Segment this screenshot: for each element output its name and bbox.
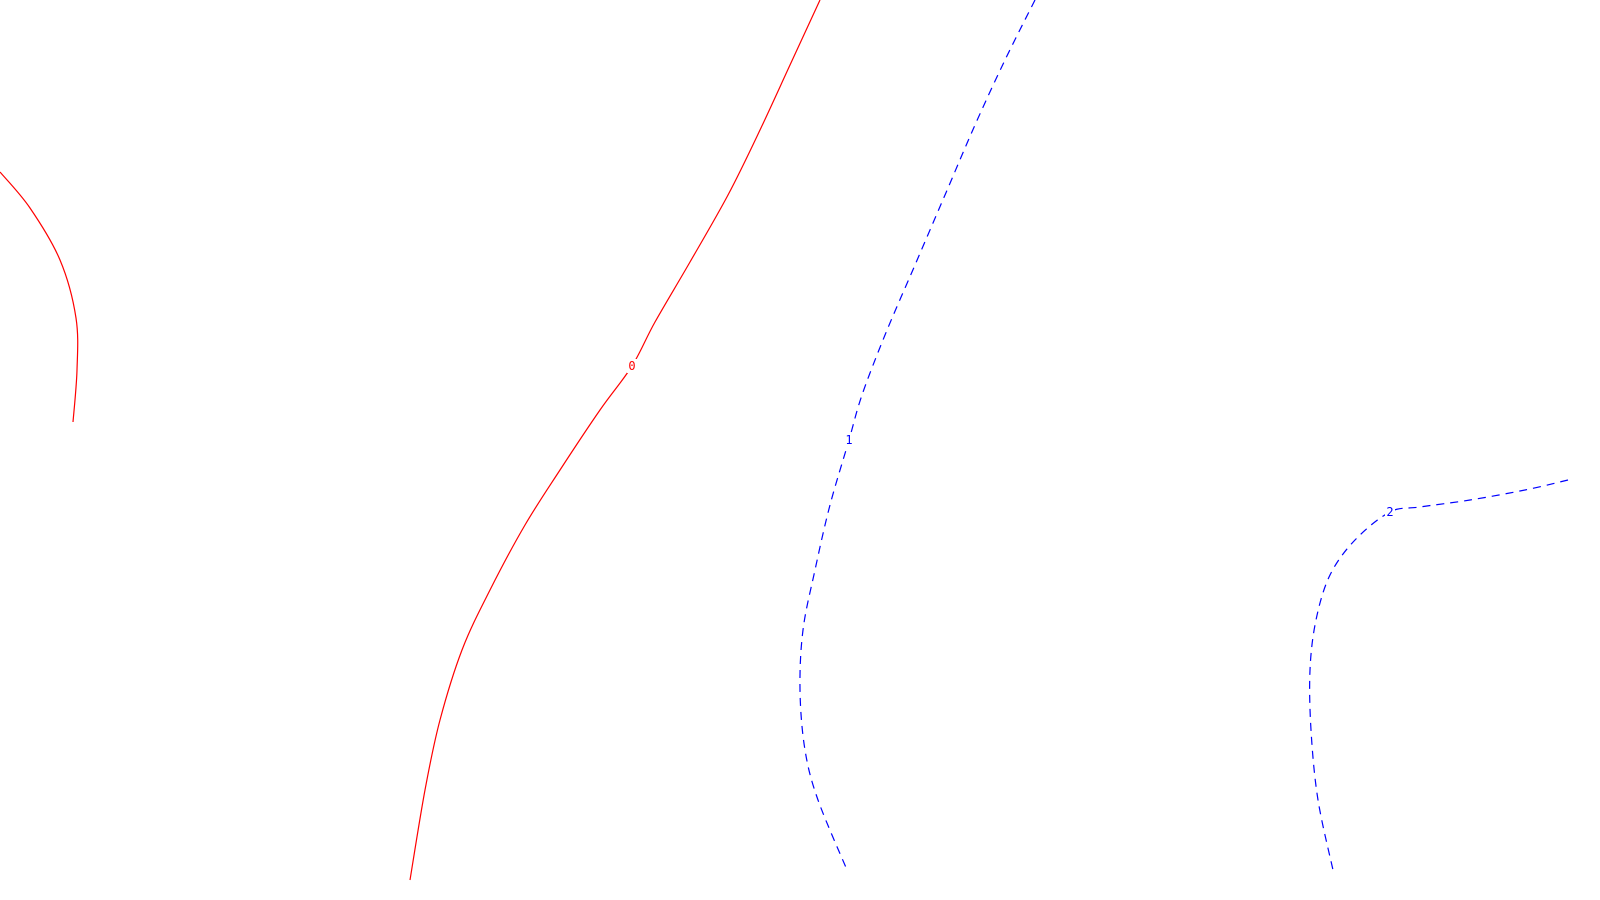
contour-label-layer: 0 1 2	[627, 359, 1395, 519]
contour-label-background-level-0	[627, 359, 637, 373]
contour-label-level-1: 1	[845, 433, 852, 447]
contour-layer	[0, 0, 1569, 881]
contour-label-background-level-2	[1385, 505, 1395, 519]
contour-label-background-level-1	[844, 433, 854, 447]
contour-label-level-0: 0	[628, 359, 635, 373]
contour-line-level-2-segment-0	[1309, 479, 1569, 871]
contour-line-level-1-segment-0	[799, 0, 1036, 871]
contour-line-level-0-segment-1	[0, 171, 79, 423]
contour-line-level-0-segment-0	[409, 0, 821, 881]
contour-label-level-2: 2	[1386, 505, 1393, 519]
